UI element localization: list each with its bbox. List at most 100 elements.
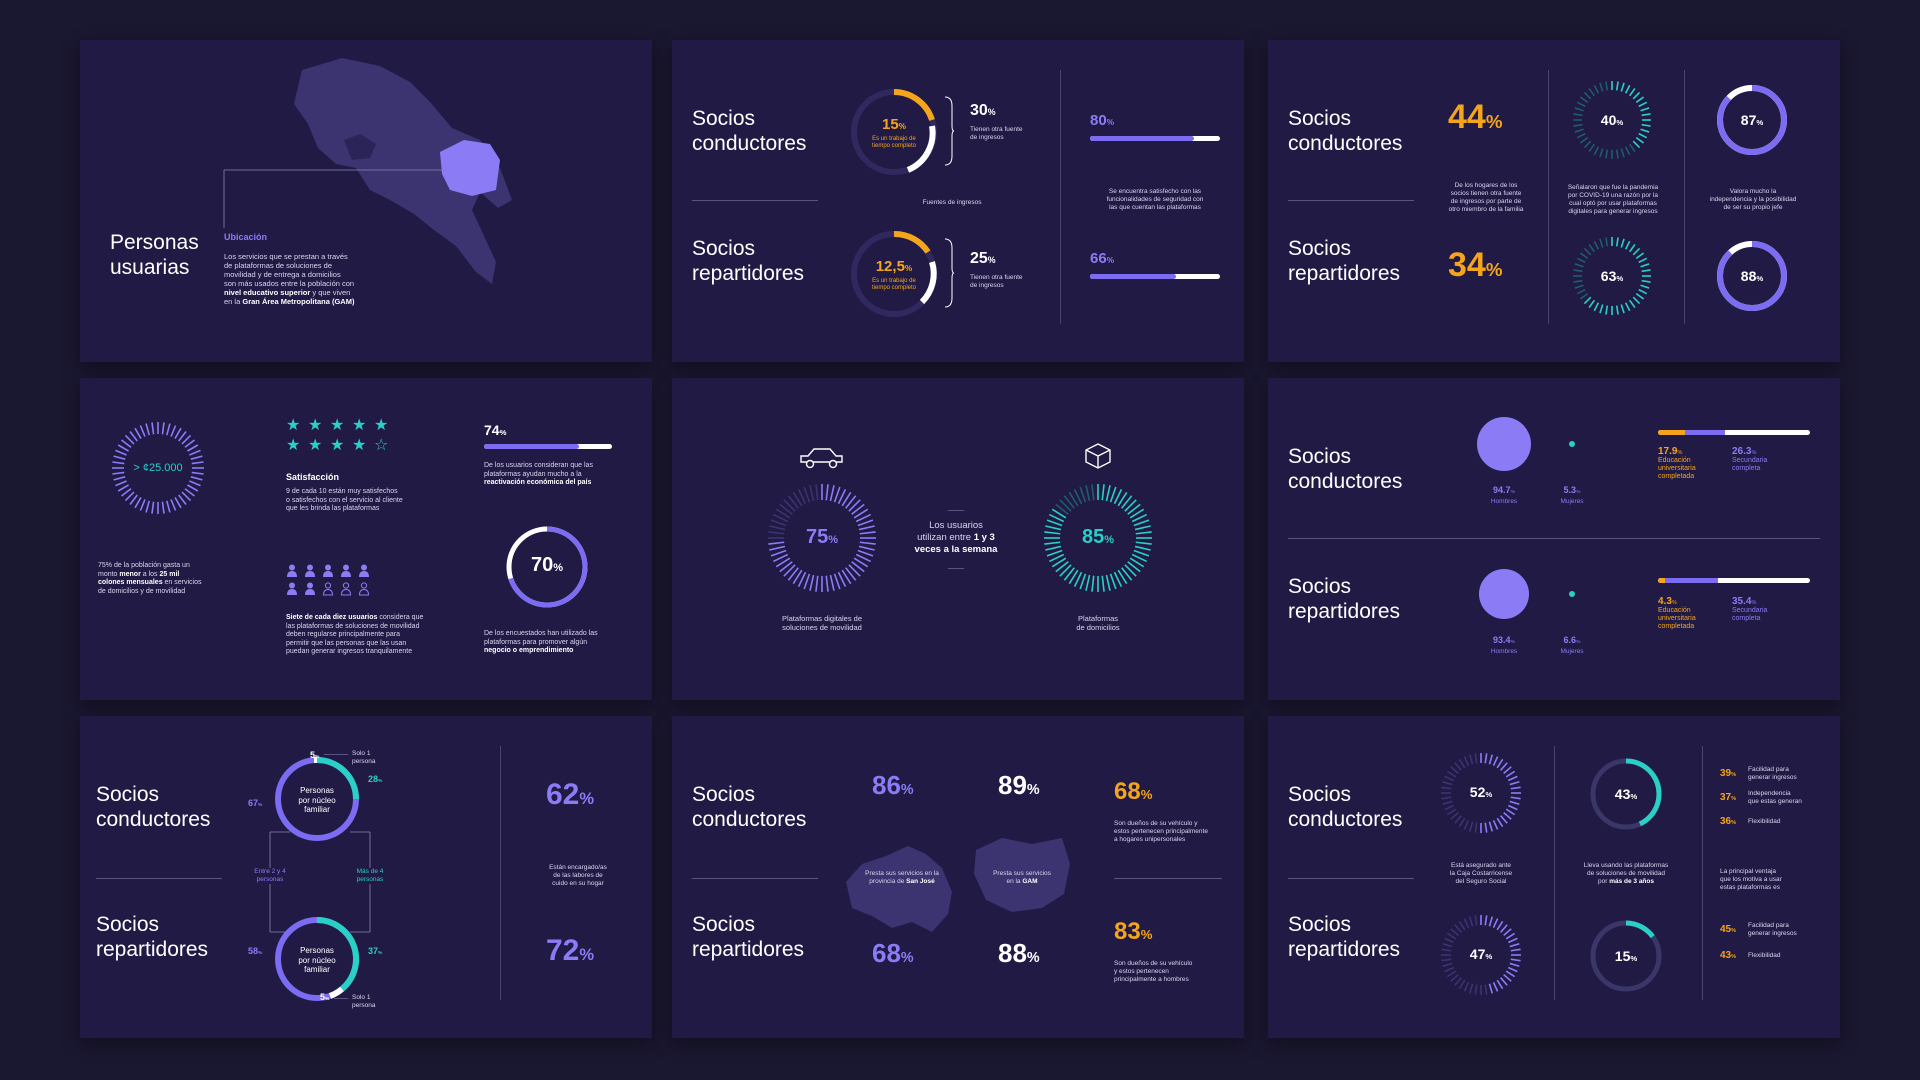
ubicacion-label: Ubicación xyxy=(224,232,268,242)
tick-mark xyxy=(1131,513,1147,523)
tick-mark xyxy=(1117,569,1128,585)
edu-fill-universitaria xyxy=(1658,578,1665,583)
tick-mark xyxy=(1632,247,1641,256)
car-icon xyxy=(800,448,843,469)
ventaja-caption: La principal ventaja que los motiva a usa… xyxy=(1720,868,1782,891)
tick-mark xyxy=(1500,815,1508,824)
tick-mark xyxy=(768,531,785,535)
antiguedad-caption: Lleva usando las plataformas de solucione… xyxy=(1583,862,1669,885)
tick-mark xyxy=(1599,304,1604,314)
tick-mark xyxy=(1463,819,1470,830)
tick-mark xyxy=(851,561,865,573)
tick-mark xyxy=(1496,979,1504,990)
tick-mark xyxy=(770,519,787,527)
tick-mark xyxy=(773,553,789,563)
tick-mark xyxy=(1510,786,1521,790)
row-label-conductores: Socios conductores xyxy=(692,783,807,831)
brace-icon xyxy=(944,96,955,166)
tick-mark xyxy=(1085,574,1091,591)
ring-arc xyxy=(1590,920,1662,992)
person-outline-icon xyxy=(322,582,334,598)
tick-mark xyxy=(775,557,791,568)
tick-mark xyxy=(1605,149,1609,159)
tick-mark xyxy=(1127,561,1141,573)
tick-mark xyxy=(1641,269,1651,273)
tick-mark xyxy=(1068,491,1079,507)
tick-mark xyxy=(1576,101,1586,108)
tick-mark xyxy=(1505,770,1516,778)
entre-2-4-caption: Entre 2 y 4 personas xyxy=(240,868,300,884)
column-divider xyxy=(1554,746,1555,1000)
ring-antiguedad-repartidores xyxy=(1590,920,1662,992)
tick-mark xyxy=(189,449,201,456)
progress-fill xyxy=(1090,136,1194,141)
tick-mark xyxy=(1579,292,1589,300)
tick-mark xyxy=(1492,819,1499,830)
star-filled-icon: ★ xyxy=(374,417,389,434)
tick-mark xyxy=(1051,508,1067,519)
tick-mark xyxy=(1444,775,1455,782)
tick-mark xyxy=(1484,822,1488,833)
tick-ring-value: 40% xyxy=(1600,112,1624,128)
tick-mark xyxy=(1624,146,1631,156)
tick-mark xyxy=(1624,84,1631,94)
tick-mark xyxy=(769,525,786,531)
tick-mark xyxy=(1615,81,1619,91)
tick-mark xyxy=(166,500,171,513)
tick-mark xyxy=(1463,756,1470,767)
tick-mark xyxy=(1492,756,1499,767)
row-label-repartidores: Socios repartidores xyxy=(1288,913,1401,961)
tick-mark xyxy=(181,491,192,502)
ubicacion-description: Los servicios que se prestan a través de… xyxy=(224,252,355,306)
row-divider xyxy=(96,878,222,879)
row-label-conductores: Socios conductores xyxy=(1288,783,1403,831)
bar-value: 66% xyxy=(1090,250,1115,267)
tick-mark xyxy=(1615,237,1619,247)
tick-mark xyxy=(1574,107,1584,112)
tick-mark xyxy=(1615,149,1619,159)
tick-mark xyxy=(1121,495,1133,509)
tick-mark xyxy=(161,501,165,514)
tick-mark xyxy=(792,491,803,507)
slide-seguro-ventajas: Socios conductores Socios repartidores 52%… xyxy=(1268,716,1840,1038)
satisfaccion-caption: 9 de cada 10 están muy satisfechos o sati… xyxy=(286,488,403,512)
tick-mark xyxy=(1124,499,1137,512)
tick-mark xyxy=(1496,920,1504,931)
tick-mark xyxy=(1640,284,1650,289)
tick-mark xyxy=(1507,804,1518,811)
tick-mark xyxy=(129,431,138,442)
star-filled-icon: ★ xyxy=(286,437,301,454)
tick-mark xyxy=(1583,296,1592,305)
tick-mark xyxy=(1599,148,1604,158)
big-value: 34% xyxy=(1448,246,1503,284)
row-label-repartidores: Socios repartidores xyxy=(692,237,805,285)
tick-mark xyxy=(1446,770,1457,778)
tick-mark xyxy=(1620,304,1625,314)
tick-mark xyxy=(1635,136,1645,144)
tick-mark xyxy=(1635,292,1645,300)
tick-mark xyxy=(1446,808,1457,816)
tick-mark xyxy=(1454,762,1462,771)
tick-mark xyxy=(1441,796,1452,800)
mas-4-value: 37% xyxy=(368,946,383,956)
tick-mark xyxy=(1458,920,1466,931)
ring-arc xyxy=(506,526,588,608)
tick-mark xyxy=(1640,107,1650,112)
tick-mark xyxy=(1063,495,1075,509)
tick-mark xyxy=(1488,754,1494,765)
tick-mark xyxy=(1620,148,1625,158)
tick-mark xyxy=(1135,541,1152,545)
tick-mark xyxy=(1441,958,1452,962)
row-label-conductores: Socios conductores xyxy=(692,107,807,155)
tick-mark xyxy=(1458,758,1466,769)
gam-caption: Presta sus servicios en la GAM xyxy=(993,870,1051,885)
ring-independencia-repartidores xyxy=(1717,241,1787,311)
tick-mark xyxy=(1638,101,1648,108)
tick-mark xyxy=(837,571,847,587)
bar-value: 74% xyxy=(484,422,507,438)
tick-mark xyxy=(1605,237,1609,247)
education-bar xyxy=(1658,430,1810,435)
mas-4-caption: Más de 4 personas xyxy=(340,868,400,884)
tick-mark xyxy=(1640,263,1650,268)
row-label-conductores: Socios conductores xyxy=(1288,107,1403,155)
